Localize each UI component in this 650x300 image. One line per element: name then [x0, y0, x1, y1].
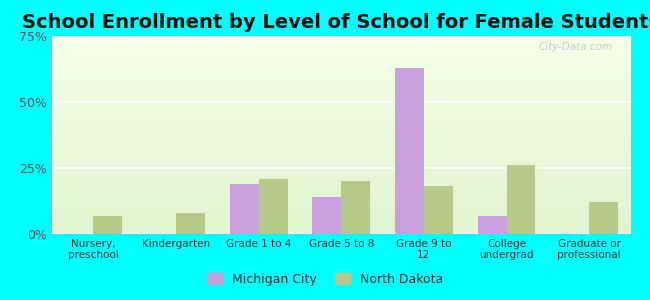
Bar	[94, 215, 122, 234]
Text: City-Data.com: City-Data.com	[539, 42, 613, 52]
Bar	[229, 184, 259, 234]
Legend: Michigan City, North Dakota: Michigan City, North Dakota	[202, 268, 448, 291]
Bar	[589, 202, 618, 234]
Bar	[506, 165, 536, 234]
Bar	[259, 178, 287, 234]
Bar	[312, 197, 341, 234]
Bar	[424, 187, 453, 234]
Title: School Enrollment by Level of School for Female Students: School Enrollment by Level of School for…	[22, 13, 650, 32]
Bar	[395, 68, 424, 234]
Bar	[341, 181, 370, 234]
Bar	[176, 213, 205, 234]
Bar	[478, 215, 506, 234]
